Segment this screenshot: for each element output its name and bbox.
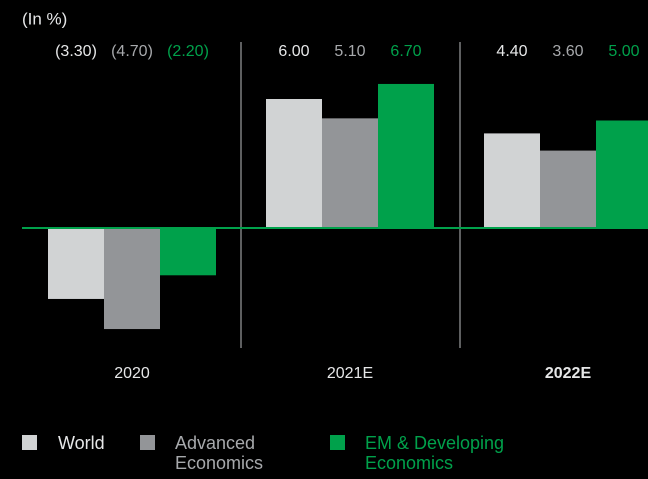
legend-swatch xyxy=(22,435,37,450)
bar xyxy=(378,83,434,228)
data-label: 5.10 xyxy=(334,43,365,60)
legend-swatch xyxy=(330,435,345,450)
data-label: 5.00 xyxy=(608,43,639,60)
legend-label: EM & Developing Economics xyxy=(365,433,505,473)
bar xyxy=(104,228,160,330)
bar xyxy=(322,118,378,228)
data-label: 4.40 xyxy=(496,43,527,60)
x-tick-label: 2020 xyxy=(114,365,150,382)
data-label: 6.00 xyxy=(278,43,309,60)
bar xyxy=(266,99,322,228)
legend-swatch xyxy=(140,435,155,450)
bar xyxy=(160,228,216,276)
bar xyxy=(48,228,104,299)
legend-label: World xyxy=(58,433,105,453)
x-tick-label: 2021E xyxy=(327,365,373,382)
x-tick-label: 2022E xyxy=(545,365,592,382)
data-label: 3.60 xyxy=(552,43,583,60)
subtitle: (In %) xyxy=(22,9,67,28)
data-label: 6.70 xyxy=(390,43,421,60)
data-label: (2.20) xyxy=(167,43,209,60)
bar xyxy=(484,133,540,228)
legend-label: Advanced Economics xyxy=(175,433,264,473)
bar xyxy=(596,120,648,228)
data-label: (3.30) xyxy=(55,43,97,60)
data-label: (4.70) xyxy=(111,43,153,60)
bar xyxy=(540,150,596,228)
